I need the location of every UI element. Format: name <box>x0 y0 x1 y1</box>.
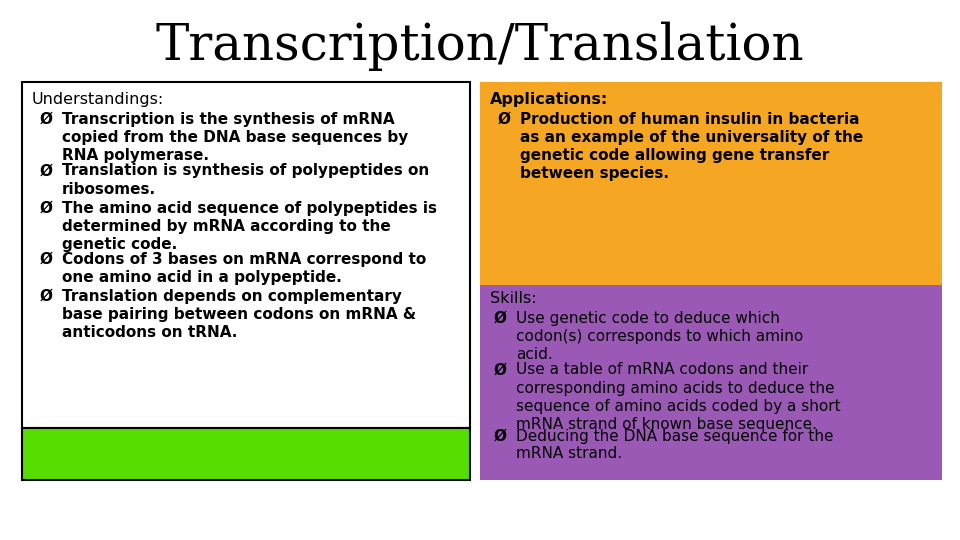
Text: Production of human insulin in bacteria
as an example of the universality of the: Production of human insulin in bacteria … <box>520 112 863 181</box>
Text: Deducing the DNA base sequence for the
mRNA strand.: Deducing the DNA base sequence for the m… <box>516 429 833 462</box>
Text: Ø: Ø <box>40 164 53 179</box>
FancyBboxPatch shape <box>22 82 470 428</box>
Text: The amino acid sequence of polypeptides is
determined by mRNA according to the
g: The amino acid sequence of polypeptides … <box>62 200 437 252</box>
Text: Ø: Ø <box>494 429 507 443</box>
Text: Ø: Ø <box>40 252 53 267</box>
Text: Skills:: Skills: <box>490 291 537 306</box>
Text: Codons of 3 bases on mRNA correspond to
one amino acid in a polypeptide.: Codons of 3 bases on mRNA correspond to … <box>62 252 426 285</box>
Text: Ø: Ø <box>494 362 507 377</box>
Text: Understandings:: Understandings: <box>32 92 164 107</box>
Text: Ø: Ø <box>40 289 53 304</box>
FancyBboxPatch shape <box>480 82 942 285</box>
Text: Applications:: Applications: <box>490 92 609 107</box>
FancyBboxPatch shape <box>480 285 942 480</box>
Text: Translation is synthesis of polypeptides on
ribosomes.: Translation is synthesis of polypeptides… <box>62 164 429 197</box>
FancyBboxPatch shape <box>22 428 470 480</box>
Text: Ø: Ø <box>494 311 507 326</box>
Text: Use genetic code to deduce which
codon(s) corresponds to which amino
acid.: Use genetic code to deduce which codon(s… <box>516 311 804 362</box>
Text: Translation depends on complementary
base pairing between codons on mRNA &
antic: Translation depends on complementary bas… <box>62 289 416 340</box>
Text: Ø: Ø <box>40 112 53 127</box>
Text: Ø: Ø <box>40 200 53 215</box>
Text: Transcription/Translation: Transcription/Translation <box>156 22 804 71</box>
Text: Use a table of mRNA codons and their
corresponding amino acids to deduce the
seq: Use a table of mRNA codons and their cor… <box>516 362 841 431</box>
Text: Ø: Ø <box>498 112 511 127</box>
Text: Transcription is the synthesis of mRNA
copied from the DNA base sequences by
RNA: Transcription is the synthesis of mRNA c… <box>62 112 408 163</box>
